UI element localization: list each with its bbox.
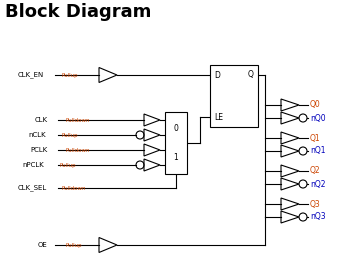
Text: Q0: Q0 — [310, 101, 321, 109]
Text: nQ2: nQ2 — [310, 179, 325, 189]
Text: CLK_EN: CLK_EN — [18, 72, 44, 78]
Text: CLK: CLK — [35, 117, 48, 123]
Text: Pullup: Pullup — [60, 163, 77, 168]
Bar — [165, 112, 187, 174]
Text: nQ1: nQ1 — [310, 147, 325, 155]
Text: nQ3: nQ3 — [310, 212, 326, 222]
Text: Pulldown: Pulldown — [65, 117, 89, 122]
Text: nPCLK: nPCLK — [22, 162, 44, 168]
Text: PCLK: PCLK — [30, 147, 47, 153]
Text: Q3: Q3 — [310, 199, 321, 209]
Text: OE: OE — [38, 242, 48, 248]
Text: 0: 0 — [173, 124, 178, 133]
Text: Pullup: Pullup — [62, 73, 79, 78]
Text: nCLK: nCLK — [28, 132, 46, 138]
Bar — [210, 65, 258, 127]
Text: Pulldown: Pulldown — [65, 147, 89, 153]
Text: LE: LE — [214, 112, 223, 122]
Text: Q: Q — [248, 71, 254, 79]
Text: CLK_SEL: CLK_SEL — [18, 185, 47, 191]
Text: Q2: Q2 — [310, 166, 321, 176]
Text: Pulldown: Pulldown — [62, 186, 87, 191]
Text: Pullup: Pullup — [62, 132, 79, 137]
Text: Pullup: Pullup — [65, 242, 81, 248]
Text: Block Diagram: Block Diagram — [5, 3, 151, 21]
Text: D: D — [214, 71, 220, 79]
Text: nQ0: nQ0 — [310, 114, 326, 122]
Text: 1: 1 — [174, 153, 178, 162]
Text: Q1: Q1 — [310, 134, 321, 142]
